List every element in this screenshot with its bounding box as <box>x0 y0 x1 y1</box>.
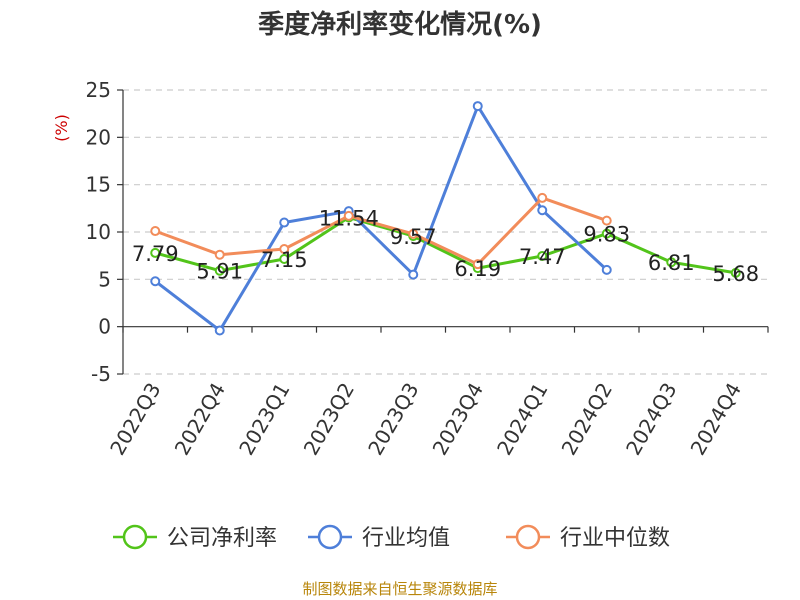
series-line <box>154 196 608 266</box>
data-point <box>150 226 161 237</box>
data-point <box>408 228 419 239</box>
data-point <box>150 247 161 258</box>
x-tick-label: 2023Q4 <box>428 379 488 460</box>
x-tick-label: 2023Q3 <box>363 379 423 460</box>
data-labels: 7.79 5.91 7.15 11.54 9.57 6.19 7.47 9.83 6.81 5.6… <box>132 206 759 285</box>
y-tick-label: 25 <box>86 78 111 102</box>
data-point <box>601 215 612 226</box>
x-tick-label: 2024Q3 <box>621 379 681 460</box>
data-label: 11.54 <box>319 206 379 230</box>
legend-marker <box>317 524 343 550</box>
x-tick-label: 2022Q4 <box>170 379 230 460</box>
legend-label: 公司净利率 <box>167 526 277 551</box>
series-2 <box>150 101 612 336</box>
data-point <box>601 228 612 239</box>
series-line <box>154 215 737 275</box>
data-label: 9.83 <box>583 223 630 247</box>
x-tick-label: 2024Q4 <box>686 379 746 460</box>
data-point <box>279 244 290 255</box>
data-label: 7.47 <box>519 245 566 269</box>
x-tick-label: 2024Q1 <box>492 379 552 460</box>
data-point <box>537 192 548 203</box>
y-tick-label: 5 <box>98 267 111 291</box>
legend: 公司净利率 行业均值 行业中位数 <box>113 524 670 551</box>
data-point <box>150 276 161 287</box>
data-point <box>472 259 483 270</box>
legend-item-2: 行业均值 <box>308 524 450 551</box>
y-axis-label: (%) <box>52 114 71 142</box>
grid-lines <box>123 89 768 375</box>
legend-label: 行业中位数 <box>560 526 670 551</box>
data-point <box>537 205 548 216</box>
legend-item-1: 公司净利率 <box>113 524 277 551</box>
x-tick-label: 2024Q2 <box>557 379 617 460</box>
y-tick-label: -5 <box>91 362 111 386</box>
data-point <box>666 257 677 268</box>
data-point <box>214 249 225 260</box>
data-label: 9.57 <box>390 225 437 249</box>
x-tick-label: 2023Q2 <box>299 379 359 460</box>
series-line <box>154 104 608 332</box>
x-tick-label: 2023Q1 <box>234 379 294 460</box>
data-label: 5.68 <box>712 262 759 286</box>
data-point <box>408 269 419 280</box>
data-point <box>279 217 290 228</box>
legend-label: 行业均值 <box>362 526 450 551</box>
data-point <box>537 250 548 261</box>
data-label: 7.15 <box>261 248 308 272</box>
series-3 <box>150 192 612 270</box>
chart-title: 季度净利率变化情况(%) <box>258 9 542 40</box>
data-point <box>730 267 741 278</box>
data-point <box>601 264 612 275</box>
data-label: 6.19 <box>454 257 501 281</box>
y-tick-label: 0 <box>98 315 111 339</box>
y-tick-label: 10 <box>86 220 111 244</box>
y-tick-label: 15 <box>86 173 111 197</box>
data-point <box>343 210 354 221</box>
data-point <box>214 265 225 276</box>
legend-item-3: 行业中位数 <box>506 524 670 551</box>
legend-marker <box>122 524 148 550</box>
legend-marker <box>515 524 541 550</box>
x-tick-label: 2022Q3 <box>105 379 165 460</box>
series-layer <box>150 101 741 336</box>
data-label: 5.91 <box>196 260 243 284</box>
y-tick-label: 20 <box>86 125 111 149</box>
data-point <box>214 325 225 336</box>
data-label: 7.79 <box>132 242 179 266</box>
data-label: 6.81 <box>648 251 695 275</box>
data-point <box>472 101 483 112</box>
data-point <box>279 253 290 264</box>
source-note: 制图数据来自恒生聚源数据库 <box>302 580 497 598</box>
